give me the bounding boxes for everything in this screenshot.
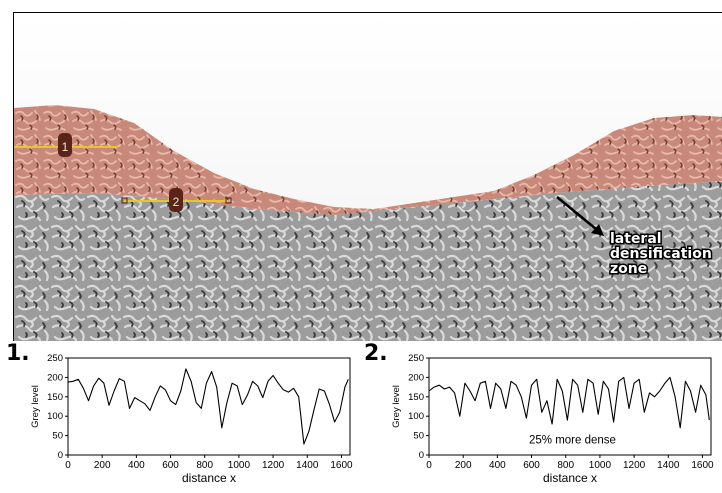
grey-level-chart-1: 0 50 100 150 200 250 0 200 400 600 800 1000 1200 1400… xyxy=(30,353,353,485)
chart-1-xtick-label: 1000 xyxy=(228,460,251,471)
chart-2-xtick-label: 200 xyxy=(455,460,472,471)
marker-1: 1 xyxy=(58,133,72,157)
chart-2-xtick-label: 400 xyxy=(489,460,506,471)
chart-2-plot-frame xyxy=(428,357,712,456)
microstructure-bulk xyxy=(14,181,722,341)
chart-1-ytick-label: 100 xyxy=(47,411,63,422)
svg-text:lateral: lateral xyxy=(610,231,662,247)
chart-2-ytick-label: 200 xyxy=(408,372,424,383)
chart-2-ytick-label: 100 xyxy=(408,411,424,422)
chart-2-xtick-label: 600 xyxy=(523,460,540,471)
panel-label-2: 2. xyxy=(364,341,388,366)
profile-line-2-handle-end xyxy=(225,197,232,204)
chart-2-xaxis-label: distance x xyxy=(543,471,597,485)
chart-1-xtick-label: 200 xyxy=(94,460,111,471)
chart-2-xtick-label: 1600 xyxy=(691,460,714,471)
chart-2-annotation: 25% more dense xyxy=(529,434,616,446)
chart-1-ytick-label: 150 xyxy=(47,392,63,403)
chart-1-xtick-label: 1400 xyxy=(296,460,319,471)
micrograph-panel: 1 2 lateral densification zone xyxy=(13,12,722,341)
chart-2-yaxis-label: Grey level xyxy=(391,385,402,428)
chart-2-ytick-label: 0 xyxy=(419,450,424,461)
marker-1-label: 1 xyxy=(62,140,69,154)
chart-2-xtick-label: 800 xyxy=(557,460,574,471)
densification-overlay xyxy=(14,105,722,215)
chart-1-xtick-label: 1600 xyxy=(330,460,353,471)
chart-1-ytick-label: 50 xyxy=(52,431,63,442)
panel-label-1: 1. xyxy=(6,341,30,366)
chart-2-xtick-label: 1400 xyxy=(657,460,680,471)
grey-level-chart-2: 0 50 100 150 200 250 0 200 400 600 800 1000 1200 1400… xyxy=(391,353,714,485)
marker-2-label: 2 xyxy=(173,195,180,209)
chart-2-xtick-label: 0 xyxy=(426,460,432,471)
svg-text:zone: zone xyxy=(610,261,647,277)
chart-1-ytick-label: 0 xyxy=(58,450,63,461)
chart-2-series-line xyxy=(428,376,710,429)
chart-1-xtick-label: 600 xyxy=(162,460,179,471)
chart-2-xtick-label: 1000 xyxy=(589,460,612,471)
svg-text:densification: densification xyxy=(610,246,712,262)
chart-1-xtick-label: 0 xyxy=(65,460,71,471)
chart-2-ytick-label: 150 xyxy=(408,392,424,403)
marker-2: 2 xyxy=(169,188,183,212)
chart-1-xtick-label: 400 xyxy=(128,460,145,471)
chart-2-xtick-label: 1200 xyxy=(623,460,646,471)
chart-1-yaxis-label: Grey level xyxy=(30,385,41,428)
micrograph-image: 1 2 lateral densification zone xyxy=(14,13,722,341)
chart-2-ytick-label: 50 xyxy=(413,431,424,442)
chart-1-ytick-label: 250 xyxy=(47,353,63,364)
chart-1-xaxis-label: distance x xyxy=(182,471,236,485)
chart-1-xtick-label: 1200 xyxy=(262,460,285,471)
annotation-label: lateral densification zone xyxy=(609,230,714,279)
chart-2-ytick-label: 250 xyxy=(408,353,424,364)
annotation-arrow xyxy=(556,196,604,236)
chart-1-series-line xyxy=(67,368,349,445)
profile-line-2-handle-start xyxy=(121,197,128,204)
chart-1-xtick-label: 800 xyxy=(196,460,213,471)
chart-1-ytick-label: 200 xyxy=(47,372,63,383)
chart-1-plot-frame xyxy=(67,357,351,456)
